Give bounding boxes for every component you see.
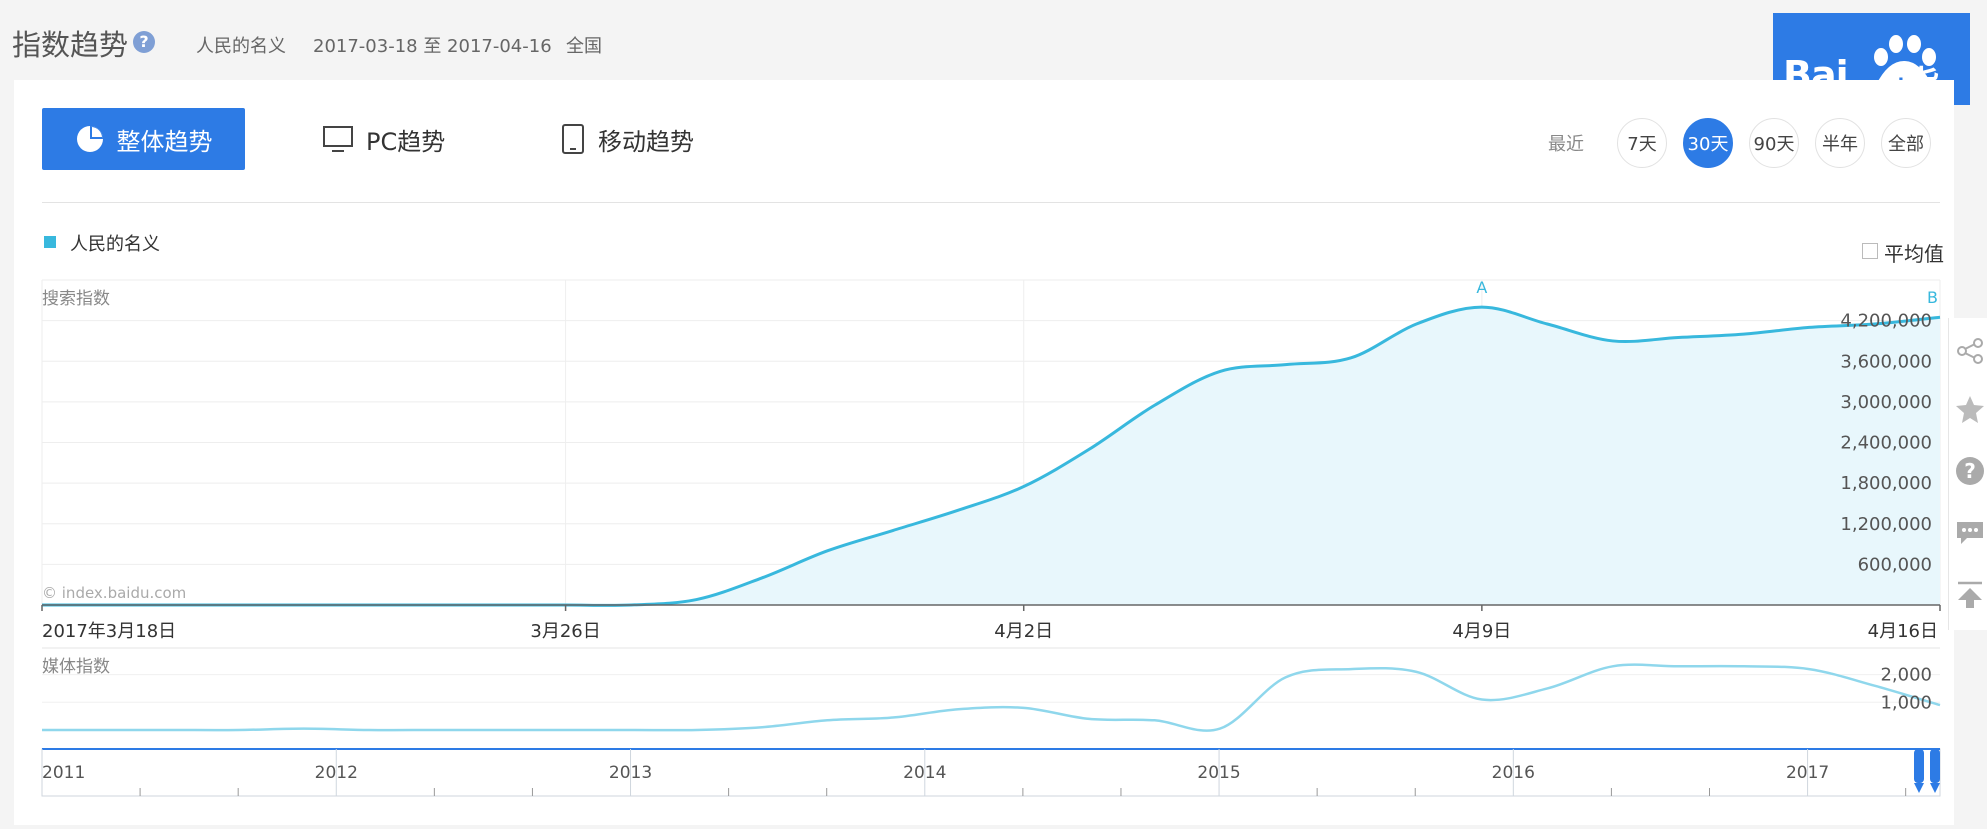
- timeline-year-label: 2016: [1492, 763, 1535, 783]
- question-icon[interactable]: ?: [1955, 456, 1985, 486]
- tab-pc-trend-label: PC趋势: [366, 127, 446, 156]
- search-index-axis-label: 搜索指数: [42, 289, 110, 309]
- tab-overall-trend-label: 整体趋势: [116, 127, 213, 156]
- monitor-icon: [323, 126, 353, 152]
- tab-overall-trend[interactable]: 整体趋势: [42, 108, 245, 170]
- search-x-tick-label: 4月16日: [1868, 621, 1938, 642]
- timeline-track: [41, 748, 1941, 797]
- timeline-year-label: 2011: [42, 763, 85, 783]
- watermark-text: © index.baidu.com: [42, 584, 186, 602]
- timeline-handle: [1930, 749, 1940, 783]
- timeline-year-label: 2015: [1197, 763, 1240, 783]
- tab-mobile-trend[interactable]: 移动趋势: [560, 108, 694, 170]
- search-y-tick-label: 2,400,000: [1840, 433, 1932, 454]
- legend-swatch: [44, 236, 56, 248]
- date-range-label: 2017-03-18 至 2017-04-16: [313, 36, 552, 57]
- search-x-tick-label: 4月2日: [994, 621, 1053, 642]
- annotation-b: B: [1927, 288, 1938, 307]
- timeline-year-label: 2017: [1786, 763, 1829, 783]
- media-y-tick-label: 2,000: [1880, 665, 1932, 686]
- header-divider: [42, 202, 1940, 203]
- share-icon[interactable]: [1955, 336, 1985, 366]
- pie-chart-icon: [76, 126, 103, 152]
- tab-mobile-trend-label: 移动趋势: [598, 127, 694, 156]
- timeline-handle-tip: [1914, 783, 1924, 793]
- search-y-tick-label: 3,600,000: [1840, 351, 1932, 372]
- search-y-tick-label: 3,000,000: [1840, 392, 1932, 413]
- media-index-axis-label: 媒体指数: [42, 657, 110, 677]
- search-y-tick-label: 4,200,000: [1840, 311, 1932, 332]
- legend-label[interactable]: 人民的名义: [70, 234, 160, 255]
- range-label: 最近: [1548, 134, 1584, 155]
- side-toolbar: ?: [1948, 318, 1987, 630]
- average-label[interactable]: 平均值: [1884, 242, 1944, 266]
- range-30-days-button[interactable]: 30天: [1683, 118, 1733, 168]
- search-y-tick-label: 600,000: [1858, 554, 1932, 575]
- search-index-area: [42, 307, 1940, 606]
- range-half-year-button[interactable]: 半年: [1815, 118, 1865, 168]
- timeline-year-label: 2013: [609, 763, 652, 783]
- region-label: 全国: [566, 36, 602, 57]
- keyword-label: 人民的名义: [196, 36, 286, 57]
- svg-text:?: ?: [1964, 459, 1976, 483]
- help-icon[interactable]: ?: [133, 31, 155, 53]
- timeline-handle: [1914, 749, 1924, 783]
- range-7-days-button[interactable]: 7天: [1617, 118, 1667, 168]
- tab-pc-trend[interactable]: PC趋势: [322, 108, 445, 170]
- timeline-handle-tip: [1930, 783, 1940, 793]
- top-bar: 指数趋势 ? 人民的名义 2017-03-18 至 2017-04-16 全国: [0, 0, 1987, 80]
- media-y-tick-label: 1,000: [1880, 692, 1932, 713]
- range-all-button[interactable]: 全部: [1881, 118, 1931, 168]
- search-y-tick-label: 1,200,000: [1840, 514, 1932, 535]
- search-y-tick-label: 1,800,000: [1840, 473, 1932, 494]
- average-checkbox[interactable]: [1862, 243, 1878, 259]
- star-icon[interactable]: [1955, 394, 1985, 424]
- tablet-icon: [562, 124, 584, 154]
- comment-icon[interactable]: [1955, 518, 1985, 548]
- search-x-tick-label: 4月9日: [1452, 621, 1511, 642]
- range-90-days-button[interactable]: 90天: [1749, 118, 1799, 168]
- search-x-tick-label: 2017年3月18日: [42, 621, 176, 642]
- media-index-line: [42, 663, 1941, 732]
- timeline-year-label: 2014: [903, 763, 946, 783]
- page-title: 指数趋势: [12, 28, 129, 62]
- back-to-top-icon[interactable]: [1955, 580, 1985, 610]
- timeline-year-label: 2012: [315, 763, 358, 783]
- annotation-a: A: [1476, 278, 1487, 297]
- search-x-tick-label: 3月26日: [530, 621, 600, 642]
